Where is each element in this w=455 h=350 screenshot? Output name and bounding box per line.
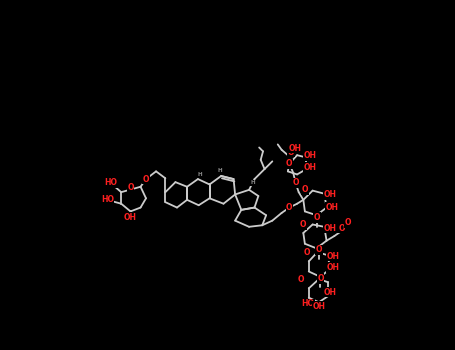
Text: H: H xyxy=(251,180,255,186)
Text: O: O xyxy=(286,203,293,212)
Text: OH: OH xyxy=(326,252,339,260)
Text: OH: OH xyxy=(304,152,317,160)
Text: O: O xyxy=(303,248,310,257)
Text: O: O xyxy=(314,213,320,222)
Text: OH: OH xyxy=(323,288,336,297)
Text: O: O xyxy=(302,186,308,194)
Text: HO: HO xyxy=(105,178,118,187)
Text: O: O xyxy=(344,218,351,228)
Text: OH: OH xyxy=(325,203,339,212)
Text: HO: HO xyxy=(302,299,314,308)
Text: OH: OH xyxy=(312,302,325,310)
Text: H: H xyxy=(198,172,202,177)
Text: O: O xyxy=(298,275,304,284)
Text: OH: OH xyxy=(326,263,339,272)
Text: O: O xyxy=(316,245,322,254)
Text: O: O xyxy=(300,220,307,229)
Text: O: O xyxy=(127,183,134,192)
Text: HO: HO xyxy=(101,195,114,204)
Text: OH: OH xyxy=(124,213,137,222)
Text: O: O xyxy=(286,159,293,168)
Text: OH: OH xyxy=(323,190,336,199)
Text: H: H xyxy=(217,168,222,173)
Text: O: O xyxy=(143,175,149,183)
Text: O: O xyxy=(339,224,345,233)
Text: O: O xyxy=(292,178,299,187)
Text: O: O xyxy=(317,274,324,283)
Text: O: O xyxy=(288,148,294,156)
Text: OH: OH xyxy=(304,163,317,172)
Text: OH: OH xyxy=(289,144,302,153)
Text: OH: OH xyxy=(324,224,337,233)
